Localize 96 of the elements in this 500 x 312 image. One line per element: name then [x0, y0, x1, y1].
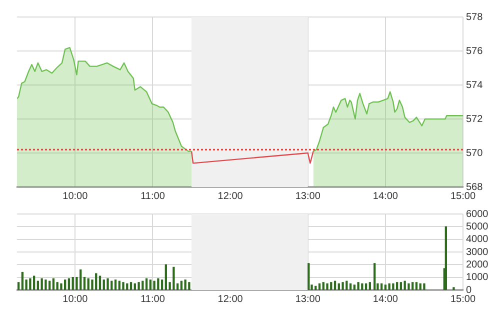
bar [48, 280, 51, 290]
x-tick-label: 13:00 [295, 294, 321, 305]
bar [40, 278, 43, 290]
bar [353, 284, 356, 290]
bar [415, 282, 418, 290]
bar [364, 283, 368, 290]
bar [138, 282, 140, 290]
y-tick-label: 1000 [466, 272, 489, 284]
bar [188, 282, 190, 290]
bar [56, 282, 58, 290]
bar [153, 280, 156, 290]
bar [380, 283, 383, 290]
bar [44, 280, 47, 290]
bar [32, 276, 36, 290]
bar [412, 282, 414, 290]
bar [184, 280, 186, 290]
bar [64, 280, 66, 290]
bar [21, 272, 24, 290]
bar [452, 287, 455, 290]
bar [87, 278, 90, 290]
bar [444, 226, 448, 290]
bar [419, 283, 422, 290]
bar [29, 278, 32, 290]
bar [68, 278, 70, 290]
bar [52, 278, 55, 290]
bar [130, 282, 132, 290]
y-tick-label: 570 [466, 148, 484, 159]
y-tick-label: 572 [466, 114, 484, 125]
bar [180, 280, 183, 290]
bar [118, 280, 120, 290]
x-tick-label: 12:00 [218, 190, 244, 202]
bar [314, 286, 317, 290]
bar [172, 266, 175, 290]
x-tick-label: 15:00 [450, 190, 476, 202]
bar [83, 277, 86, 290]
bar [60, 283, 62, 290]
bar [126, 283, 128, 290]
bar [396, 282, 398, 290]
x-tick-label: 10:00 [62, 190, 88, 202]
bar [142, 280, 144, 290]
x-tick-label: 12:00 [218, 294, 244, 305]
bar [404, 280, 406, 290]
y-tick-label: 5000 [466, 221, 489, 232]
bar [346, 280, 348, 290]
bar [308, 263, 310, 290]
x-tick-label: 15:00 [450, 294, 476, 305]
bar [392, 283, 394, 290]
bar [334, 280, 336, 290]
bar [17, 282, 20, 290]
y-tick-label: 574 [466, 80, 484, 91]
bar [72, 277, 74, 290]
bar [164, 264, 168, 290]
bar [318, 283, 321, 290]
bar [160, 280, 164, 290]
y-tick-label: 568 [466, 182, 484, 193]
bar [368, 282, 371, 290]
bar [384, 284, 387, 290]
bar [95, 273, 98, 290]
y-tick-label: 0 [466, 284, 472, 296]
bar [122, 282, 124, 290]
bar [330, 282, 332, 290]
x-tick-label: 11:00 [140, 294, 166, 305]
bar [326, 283, 328, 290]
x-tick-label: 11:00 [140, 190, 166, 202]
bar [388, 283, 390, 290]
x-tick-label: 14:00 [372, 294, 398, 305]
bar [357, 282, 360, 290]
bar [400, 282, 402, 290]
bar [106, 278, 109, 290]
bar [361, 283, 364, 290]
y-tick-label: 576 [466, 46, 484, 57]
x-tick-label: 10:00 [62, 294, 88, 305]
bar [110, 280, 113, 290]
y-tick-label: 4000 [466, 234, 489, 246]
bar [322, 282, 324, 290]
bar [134, 283, 136, 290]
bar [408, 283, 410, 290]
bar [157, 278, 160, 290]
bar [423, 283, 426, 290]
bar [149, 280, 152, 290]
bar [373, 263, 376, 290]
bar [36, 280, 40, 290]
bar [80, 269, 82, 290]
x-tick-label: 13:00 [295, 190, 321, 202]
bar [114, 280, 117, 290]
bar [102, 280, 105, 290]
x-tick-label: 14:00 [372, 190, 398, 202]
y-tick-label: 2000 [466, 259, 489, 270]
bar [98, 276, 102, 290]
bar [338, 283, 340, 290]
bar [349, 283, 352, 290]
y-tick-label: 6000 [466, 208, 489, 220]
y-tick-label: 3000 [466, 246, 489, 258]
bar [342, 282, 344, 290]
bar [145, 278, 148, 290]
y-tick-label: 578 [466, 12, 484, 23]
